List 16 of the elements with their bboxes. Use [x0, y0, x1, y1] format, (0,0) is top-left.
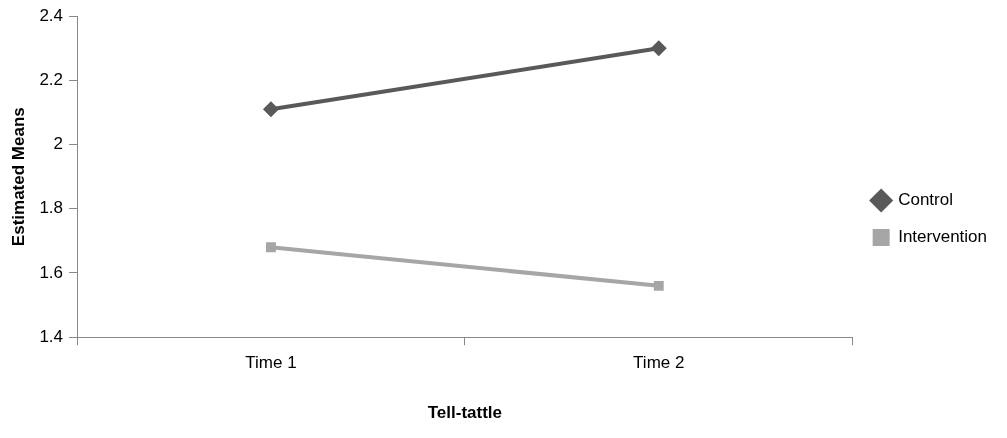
x-tick-label: Time 1 — [245, 353, 297, 373]
x-tick-label: Time 2 — [633, 353, 685, 373]
y-tick-label: 1.8 — [39, 198, 64, 218]
y-tick-label: 2 — [53, 134, 64, 154]
y-tick-label: 2.2 — [39, 70, 64, 90]
y-axis-title: Estimated Means — [8, 107, 28, 247]
y-tick-label: 2.4 — [39, 5, 64, 25]
y-tick-label: 1.6 — [39, 262, 64, 282]
point — [653, 280, 664, 291]
legend-label: Control — [898, 190, 953, 210]
x-axis-title: Tell-tattle — [427, 403, 502, 423]
point — [262, 101, 279, 118]
legend-label: Intervention — [898, 227, 988, 247]
point — [265, 242, 276, 253]
y-tick-label: 1.4 — [39, 326, 64, 346]
point — [650, 40, 667, 57]
